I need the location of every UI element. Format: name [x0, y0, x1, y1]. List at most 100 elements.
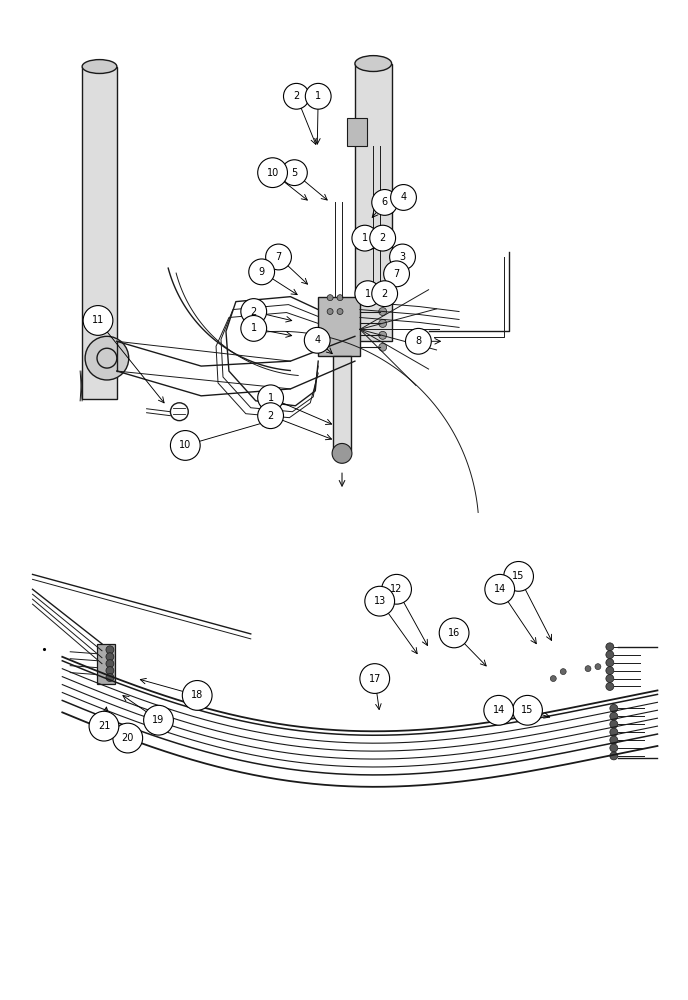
Circle shape	[106, 674, 114, 682]
Circle shape	[610, 704, 618, 712]
Text: 1: 1	[268, 393, 274, 403]
Circle shape	[389, 244, 416, 270]
Circle shape	[241, 299, 267, 324]
Text: 17: 17	[369, 674, 381, 684]
Circle shape	[513, 695, 542, 725]
Circle shape	[144, 705, 173, 735]
Circle shape	[610, 728, 618, 736]
Circle shape	[337, 309, 343, 315]
FancyBboxPatch shape	[355, 64, 391, 341]
Circle shape	[610, 736, 618, 744]
Text: 9: 9	[259, 267, 265, 277]
Circle shape	[606, 651, 614, 659]
Circle shape	[337, 295, 343, 301]
Circle shape	[610, 744, 618, 752]
Circle shape	[606, 659, 614, 667]
Circle shape	[327, 295, 333, 301]
Circle shape	[106, 660, 114, 668]
Circle shape	[606, 667, 614, 675]
Text: 14: 14	[493, 705, 505, 715]
Circle shape	[258, 403, 283, 429]
Text: 4: 4	[400, 192, 407, 202]
Circle shape	[378, 343, 387, 351]
Text: 8: 8	[416, 336, 422, 346]
Circle shape	[610, 752, 618, 760]
Text: 6: 6	[382, 197, 388, 207]
Circle shape	[391, 185, 416, 210]
Text: 7: 7	[275, 252, 281, 262]
Circle shape	[266, 244, 292, 270]
Circle shape	[504, 561, 533, 591]
FancyBboxPatch shape	[97, 644, 115, 684]
Circle shape	[606, 683, 614, 690]
Circle shape	[382, 574, 411, 604]
Circle shape	[281, 160, 308, 186]
Text: 2: 2	[268, 411, 274, 421]
Circle shape	[606, 643, 614, 651]
Text: 19: 19	[152, 715, 164, 725]
Text: 5: 5	[291, 168, 297, 178]
Text: 13: 13	[374, 596, 386, 606]
Circle shape	[241, 316, 267, 341]
Circle shape	[606, 675, 614, 683]
Text: 20: 20	[122, 733, 134, 743]
Circle shape	[355, 281, 380, 307]
Circle shape	[439, 618, 469, 648]
Ellipse shape	[355, 56, 391, 71]
Circle shape	[106, 667, 114, 675]
Circle shape	[258, 385, 283, 411]
Circle shape	[610, 720, 618, 728]
Circle shape	[85, 336, 129, 380]
Text: 3: 3	[400, 252, 406, 262]
Circle shape	[352, 225, 378, 251]
Circle shape	[258, 158, 288, 188]
Circle shape	[369, 225, 396, 251]
Text: 1: 1	[250, 323, 257, 333]
Circle shape	[83, 306, 113, 335]
Circle shape	[485, 574, 515, 604]
FancyBboxPatch shape	[319, 297, 360, 356]
Circle shape	[372, 190, 398, 215]
Text: 10: 10	[179, 440, 191, 450]
Text: 7: 7	[394, 269, 400, 279]
Circle shape	[610, 712, 618, 720]
Circle shape	[113, 723, 142, 753]
Circle shape	[365, 586, 395, 616]
Circle shape	[585, 666, 591, 672]
Circle shape	[595, 664, 601, 670]
Text: 1: 1	[315, 91, 321, 101]
Text: 4: 4	[314, 335, 321, 345]
Circle shape	[106, 653, 114, 661]
Text: 15: 15	[513, 571, 525, 581]
Text: 11: 11	[92, 315, 104, 325]
Circle shape	[484, 695, 514, 725]
Text: 2: 2	[380, 233, 386, 243]
Text: 15: 15	[522, 705, 534, 715]
Circle shape	[384, 261, 409, 287]
Text: 21: 21	[98, 721, 110, 731]
Circle shape	[106, 646, 114, 654]
Text: 16: 16	[448, 628, 460, 638]
Circle shape	[332, 443, 352, 463]
Circle shape	[550, 676, 557, 682]
Text: 1: 1	[365, 289, 371, 299]
Circle shape	[283, 83, 310, 109]
Circle shape	[249, 259, 275, 285]
FancyBboxPatch shape	[82, 67, 117, 399]
Text: 1: 1	[362, 233, 368, 243]
Circle shape	[378, 319, 387, 327]
Circle shape	[378, 331, 387, 339]
Circle shape	[182, 681, 212, 710]
FancyBboxPatch shape	[333, 356, 351, 450]
Circle shape	[560, 669, 566, 675]
Circle shape	[171, 431, 200, 460]
Text: 2: 2	[382, 289, 388, 299]
Text: 12: 12	[390, 584, 402, 594]
Circle shape	[378, 308, 387, 316]
Circle shape	[89, 711, 119, 741]
Text: 10: 10	[266, 168, 279, 178]
Circle shape	[304, 327, 330, 353]
FancyBboxPatch shape	[347, 118, 367, 146]
Text: 2: 2	[250, 307, 257, 317]
Text: 14: 14	[493, 584, 506, 594]
